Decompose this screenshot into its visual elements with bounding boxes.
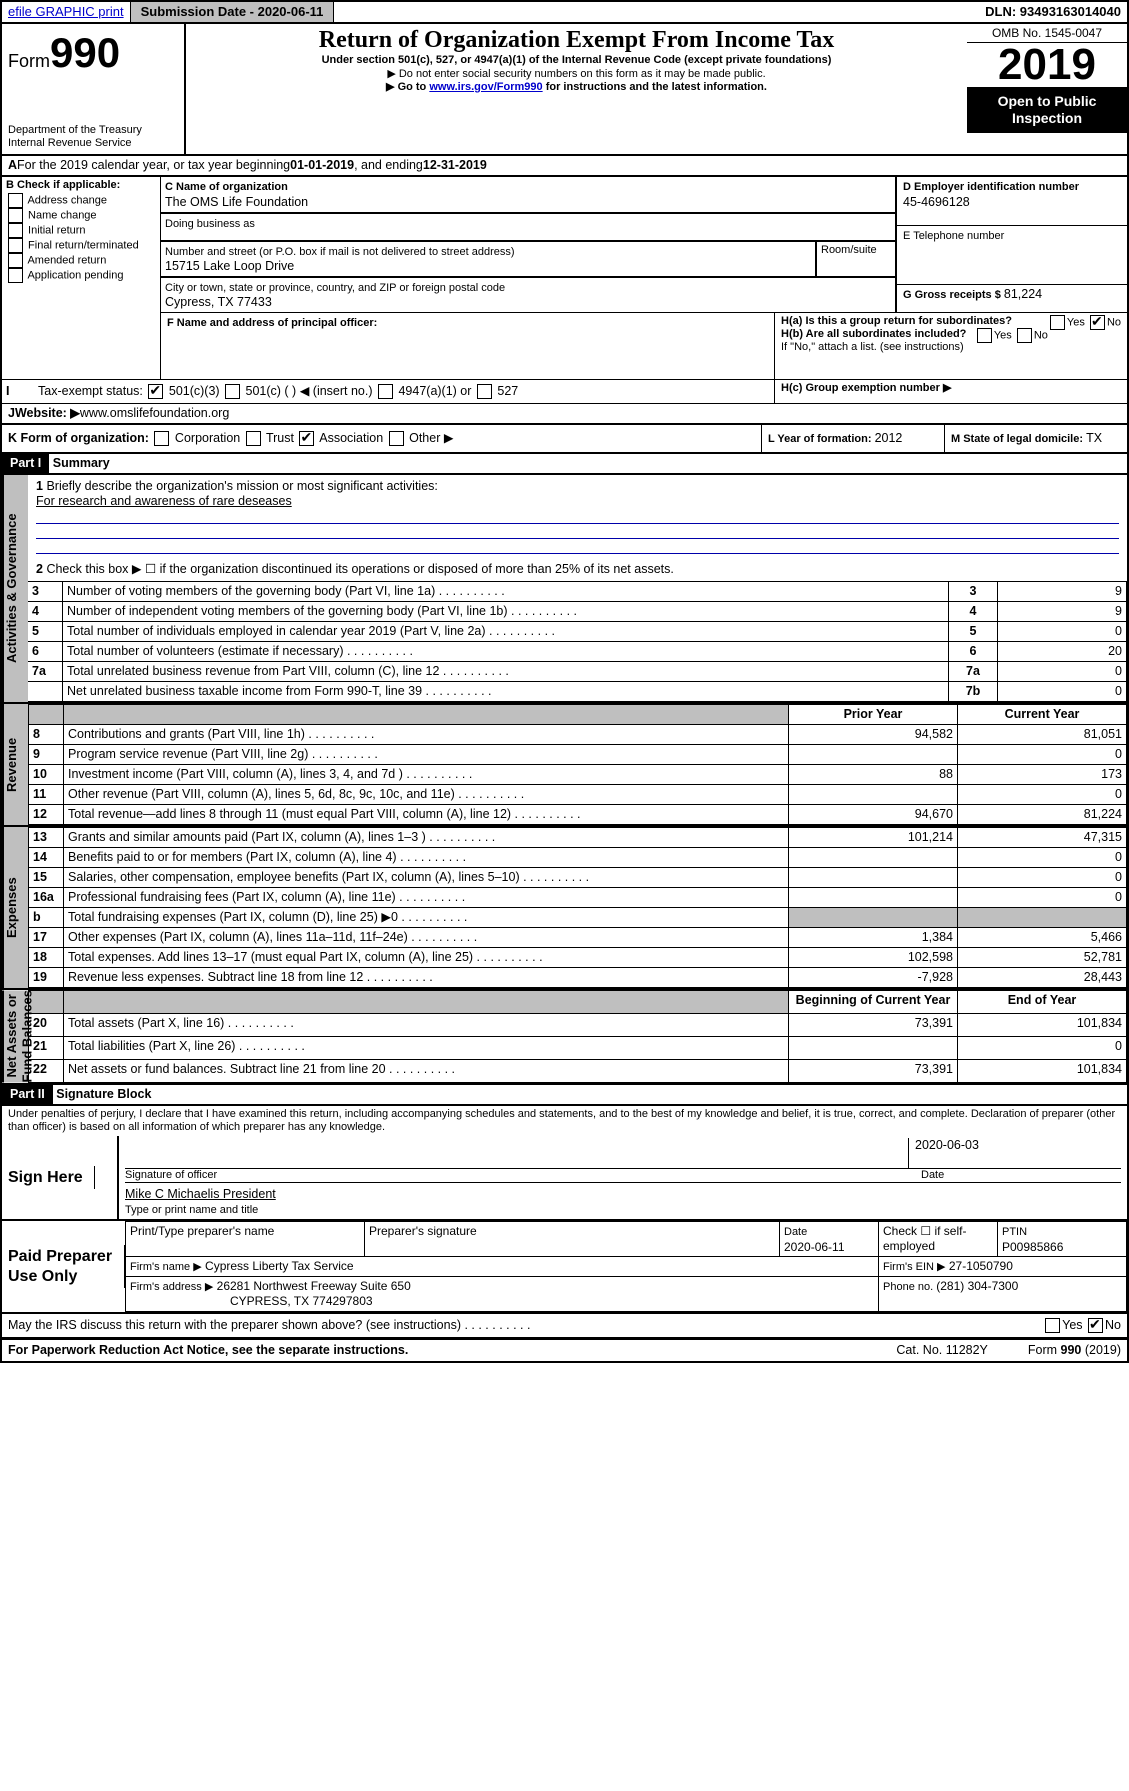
boxb-checkbox[interactable] (8, 238, 23, 253)
box-g-label: G Gross receipts $ (903, 289, 1004, 301)
boxb-checkbox[interactable] (8, 253, 23, 268)
addr-label: Number and street (or P.O. box if mail i… (165, 246, 515, 258)
boxb-checkbox[interactable] (8, 268, 23, 283)
submission-date: Submission Date - 2020-06-11 (131, 2, 335, 22)
finance-group: Expenses13Grants and similar amounts pai… (0, 827, 1129, 990)
ha-yes-checkbox[interactable] (1050, 315, 1065, 330)
subtitle-2: Do not enter social security numbers on … (194, 68, 959, 81)
discuss-yes-checkbox[interactable] (1045, 1318, 1060, 1333)
ha-no-checkbox[interactable] (1090, 315, 1105, 330)
boxb-checkbox[interactable] (8, 208, 23, 223)
part2-header: Part II Signature Block (0, 1085, 1129, 1106)
firm-address: 26281 Northwest Freeway Suite 650 (217, 1279, 411, 1293)
firm-address2: CYPRESS, TX 774297803 (130, 1294, 373, 1308)
box-ha: H(a) Is this a group return for subordin… (781, 315, 1012, 327)
pra-notice: For Paperwork Reduction Act Notice, see … (8, 1343, 408, 1358)
topbar: efile GRAPHIC print Submission Date - 20… (0, 0, 1129, 24)
website-url: www.omslifefoundation.org (80, 406, 229, 421)
dept-label: Department of the Treasury Internal Reve… (8, 124, 178, 150)
box-hb: H(b) Are all subordinates included? (781, 328, 966, 340)
signer-name: Mike C Michaelis President (125, 1187, 276, 1201)
part1-header: Part I Summary (0, 454, 1129, 475)
summary-block: Activities & Governance 1 Briefly descri… (0, 475, 1129, 704)
boxi-checkbox[interactable] (225, 384, 240, 399)
street-address: 15715 Lake Loop Drive (165, 259, 294, 273)
discuss-no-checkbox[interactable] (1088, 1318, 1103, 1333)
discuss-row: May the IRS discuss this return with the… (0, 1314, 1129, 1338)
tax-year: 2019 (967, 43, 1127, 87)
subtitle-3: Go to www.irs.gov/Form990 for instructio… (194, 81, 959, 94)
boxi-checkbox[interactable] (477, 384, 492, 399)
dba-label: Doing business as (165, 218, 255, 230)
ein: 45-4696128 (903, 195, 970, 209)
box-l-label: L Year of formation: (768, 433, 875, 445)
state-domicile: TX (1086, 431, 1102, 445)
form-header: Form990 Department of the Treasury Inter… (0, 24, 1129, 157)
finance-group: RevenuePrior YearCurrent Year8Contributi… (0, 704, 1129, 827)
sign-here-block: Sign Here 2020-06-03 Signature of office… (0, 1136, 1129, 1221)
gross-receipts: 81,224 (1004, 287, 1042, 301)
box-f-label: F Name and address of principal officer: (167, 317, 377, 329)
paid-preparer-block: Paid Preparer Use Only Print/Type prepar… (0, 1221, 1129, 1313)
efile-link[interactable]: efile GRAPHIC print (2, 2, 131, 22)
room-suite-label: Room/suite (816, 241, 896, 277)
boxk-checkbox[interactable] (154, 431, 169, 446)
irs-link[interactable]: www.irs.gov/Form990 (429, 81, 542, 93)
mission-text: For research and awareness of rare desea… (36, 494, 292, 508)
footer-row: For Paperwork Reduction Act Notice, see … (0, 1338, 1129, 1363)
boxk-checkbox[interactable] (389, 431, 404, 446)
box-hc: H(c) Group exemption number ▶ (781, 382, 951, 394)
line-a: A For the 2019 calendar year, or tax yea… (0, 156, 1129, 177)
city-label: City or town, state or province, country… (165, 282, 505, 294)
signer-name-label: Type or print name and title (125, 1204, 258, 1216)
box-d-label: D Employer identification number (903, 181, 1079, 193)
box-b-label: B Check if applicable: (6, 179, 120, 191)
form-number: Form990 (8, 28, 178, 78)
box-k-label: K Form of organization: (8, 431, 149, 445)
dln: DLN: 93493163014040 (979, 2, 1127, 22)
boxes-i-hc: I Tax-exempt status: 501(c)(3) 501(c) ( … (0, 380, 1129, 404)
ptin: P00985866 (1002, 1240, 1063, 1254)
city-state-zip: Cypress, TX 77433 (165, 295, 272, 309)
box-j: J Website: ▶ www.omslifefoundation.org (0, 404, 1129, 425)
form-title: Return of Organization Exempt From Incom… (194, 26, 959, 55)
boxi-checkbox[interactable] (378, 384, 393, 399)
box-c-name-label: C Name of organization (165, 181, 288, 193)
activities-governance-label: Activities & Governance (2, 475, 28, 702)
firm-phone: (281) 304-7300 (936, 1279, 1018, 1293)
boxes-klm: K Form of organization: Corporation Trus… (0, 425, 1129, 454)
box-m-label: M State of legal domicile: (951, 433, 1086, 445)
box-hb-note: If "No," attach a list. (see instruction… (781, 341, 1121, 354)
org-name: The OMS Life Foundation (165, 195, 308, 209)
finance-group: Net Assets or Fund BalancesBeginning of … (0, 990, 1129, 1084)
hb-no-checkbox[interactable] (1017, 328, 1032, 343)
form-footer: Form 990 (2019) (1028, 1343, 1121, 1358)
perjury-text: Under penalties of perjury, I declare th… (0, 1106, 1129, 1136)
year-formation: 2012 (875, 431, 903, 445)
website-label: Website: ▶ (15, 406, 80, 421)
firm-ein: 27-1050790 (949, 1259, 1013, 1273)
open-inspection: Open to Public Inspection (967, 87, 1127, 133)
cat-no: Cat. No. 11282Y (896, 1343, 988, 1358)
boxb-checkbox[interactable] (8, 193, 23, 208)
box-e-label: E Telephone number (903, 230, 1004, 242)
box-i-label: Tax-exempt status: (38, 384, 143, 398)
boxes-bcdefgh: B Check if applicable: Address change Na… (0, 177, 1129, 379)
boxb-checkbox[interactable] (8, 223, 23, 238)
date-label: Date (921, 1169, 1121, 1182)
boxi-checkbox[interactable] (148, 384, 163, 399)
boxk-checkbox[interactable] (299, 431, 314, 446)
boxk-checkbox[interactable] (246, 431, 261, 446)
summary-table: 3Number of voting members of the governi… (28, 581, 1127, 702)
hb-yes-checkbox[interactable] (977, 328, 992, 343)
subtitle-1: Under section 501(c), 527, or 4947(a)(1)… (194, 54, 959, 67)
line2-text: Check this box ▶ ☐ if the organization d… (46, 562, 673, 576)
line1-label: Briefly describe the organization's miss… (46, 479, 437, 493)
firm-name: Cypress Liberty Tax Service (205, 1259, 354, 1273)
sig-officer-label: Signature of officer (125, 1169, 921, 1182)
sign-date: 2020-06-03 (915, 1138, 979, 1152)
